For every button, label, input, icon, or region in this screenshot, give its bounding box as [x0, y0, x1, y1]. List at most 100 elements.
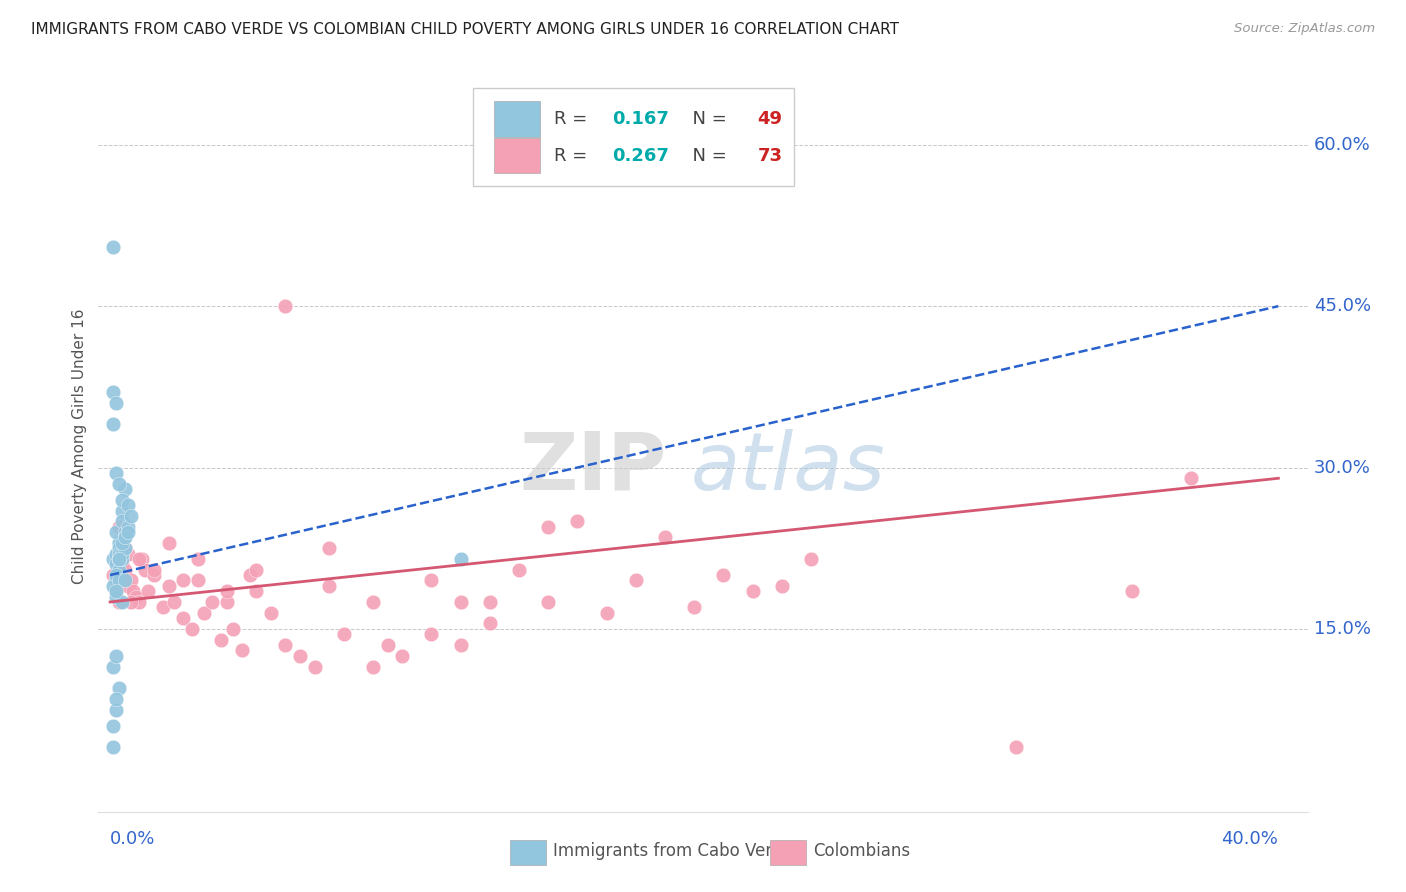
- Text: atlas: atlas: [690, 429, 886, 507]
- Point: [111, 536, 134, 550]
- Point: [104, 584, 127, 599]
- Point: [800, 552, 823, 566]
- Point: [125, 590, 148, 604]
- Point: [101, 719, 124, 733]
- Point: [136, 584, 159, 599]
- Point: [215, 595, 238, 609]
- Point: [239, 568, 262, 582]
- Text: 0.0%: 0.0%: [110, 830, 156, 848]
- Point: [111, 503, 134, 517]
- Point: [1004, 740, 1026, 755]
- Point: [111, 547, 134, 561]
- FancyBboxPatch shape: [494, 138, 540, 173]
- Point: [209, 632, 232, 647]
- Point: [478, 595, 501, 609]
- Point: [187, 574, 209, 588]
- Point: [595, 606, 617, 620]
- Text: R =: R =: [554, 110, 593, 128]
- Point: [450, 638, 472, 652]
- Point: [108, 574, 131, 588]
- Point: [187, 552, 209, 566]
- Point: [114, 563, 136, 577]
- Point: [108, 536, 131, 550]
- Point: [131, 552, 153, 566]
- Point: [288, 648, 311, 663]
- Point: [104, 648, 127, 663]
- Point: [104, 574, 127, 588]
- Point: [128, 552, 150, 566]
- Point: [567, 514, 589, 528]
- Point: [420, 627, 443, 641]
- Point: [180, 622, 202, 636]
- Text: 40.0%: 40.0%: [1222, 830, 1278, 848]
- Point: [104, 396, 127, 410]
- Point: [152, 600, 174, 615]
- Point: [274, 299, 297, 313]
- Point: [120, 508, 142, 523]
- Point: [201, 595, 224, 609]
- FancyBboxPatch shape: [509, 839, 546, 865]
- Point: [108, 541, 131, 556]
- Point: [391, 648, 413, 663]
- Point: [231, 643, 253, 657]
- Text: 60.0%: 60.0%: [1313, 136, 1371, 153]
- Point: [108, 536, 131, 550]
- Point: [318, 541, 340, 556]
- FancyBboxPatch shape: [474, 87, 793, 186]
- Point: [114, 530, 136, 544]
- Text: 45.0%: 45.0%: [1313, 297, 1371, 315]
- Point: [478, 616, 501, 631]
- Point: [222, 622, 245, 636]
- Text: ZIP: ZIP: [519, 429, 666, 507]
- Point: [108, 574, 131, 588]
- Point: [111, 552, 134, 566]
- Point: [101, 659, 124, 673]
- Point: [120, 595, 142, 609]
- Point: [104, 691, 127, 706]
- Text: 73: 73: [758, 146, 782, 165]
- Point: [104, 524, 127, 539]
- Point: [101, 385, 124, 400]
- Point: [101, 740, 124, 755]
- Point: [108, 595, 131, 609]
- Point: [117, 498, 139, 512]
- Point: [537, 595, 560, 609]
- Text: R =: R =: [554, 146, 593, 165]
- Point: [624, 574, 647, 588]
- Point: [101, 568, 124, 582]
- Point: [111, 492, 134, 507]
- Point: [117, 579, 139, 593]
- Point: [101, 579, 124, 593]
- Point: [114, 524, 136, 539]
- Point: [420, 574, 443, 588]
- FancyBboxPatch shape: [769, 839, 806, 865]
- Point: [361, 595, 384, 609]
- Point: [117, 519, 139, 533]
- FancyBboxPatch shape: [494, 102, 540, 136]
- Point: [117, 547, 139, 561]
- Point: [713, 568, 735, 582]
- Point: [114, 482, 136, 496]
- Point: [104, 584, 127, 599]
- Point: [157, 579, 180, 593]
- Point: [683, 600, 706, 615]
- Point: [537, 519, 560, 533]
- Point: [770, 579, 793, 593]
- Point: [215, 584, 238, 599]
- Point: [172, 611, 194, 625]
- Point: [361, 659, 384, 673]
- Point: [332, 627, 354, 641]
- Point: [260, 606, 283, 620]
- Point: [120, 574, 142, 588]
- Point: [114, 574, 136, 588]
- Point: [245, 584, 267, 599]
- Point: [1180, 471, 1202, 485]
- Text: N =: N =: [682, 146, 733, 165]
- Point: [450, 552, 472, 566]
- Point: [114, 530, 136, 544]
- Text: 49: 49: [758, 110, 782, 128]
- Point: [104, 466, 127, 480]
- Point: [108, 552, 131, 566]
- Point: [450, 595, 472, 609]
- Point: [304, 659, 326, 673]
